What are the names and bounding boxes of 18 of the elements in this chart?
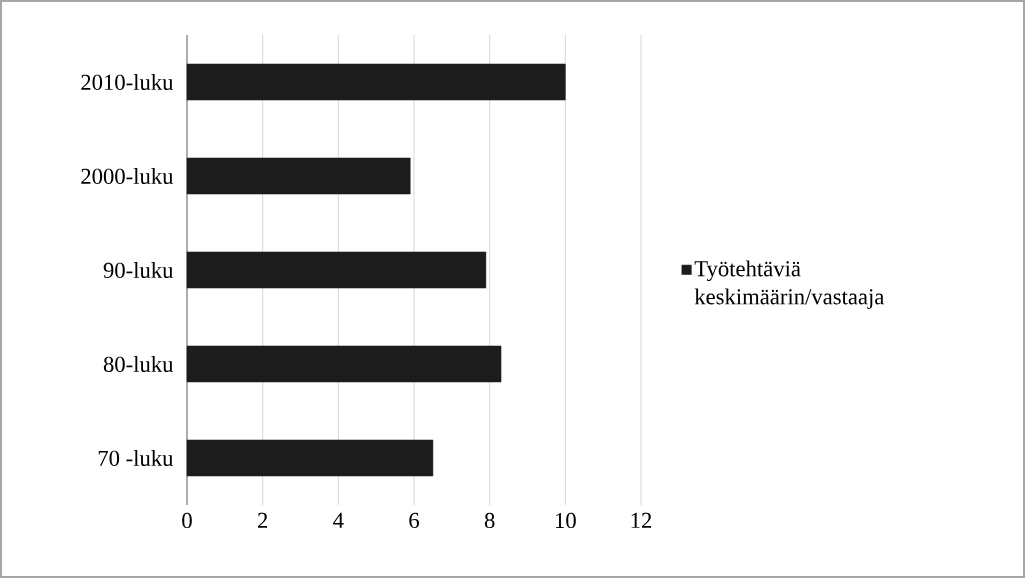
- x-tick-label: 8: [484, 512, 495, 529]
- y-tick-label: 2000-luku: [81, 168, 174, 184]
- y-tick-label: 80-luku: [103, 356, 174, 372]
- y-tick-label: 90-luku: [103, 262, 174, 278]
- bar: [186, 345, 502, 383]
- x-tick-label: 4: [333, 512, 344, 528]
- y-tick-label: 2010-luku: [81, 74, 174, 90]
- x-tick-label: 12: [631, 512, 652, 528]
- y-tick-label: 70 -luku: [98, 450, 174, 466]
- bar: [186, 63, 566, 101]
- bar: [186, 251, 487, 289]
- x-tick-label: 2: [258, 512, 268, 528]
- x-tick-label: 0: [182, 512, 192, 529]
- legend-label: Työtehtäviä keskimäärin/vastaaja: [694, 260, 885, 309]
- x-tick-label: 6: [409, 512, 419, 529]
- bar: [186, 439, 434, 477]
- x-tick-label: 10: [555, 512, 576, 529]
- bar: [186, 157, 411, 195]
